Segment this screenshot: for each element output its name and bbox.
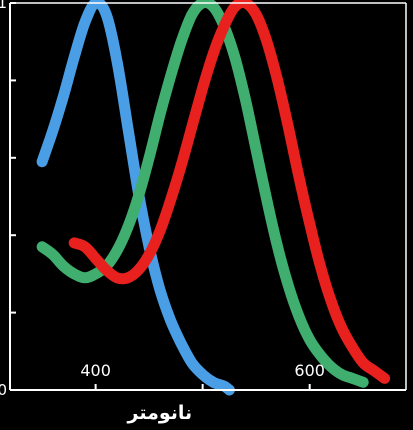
y-tick-label-0: 0	[0, 381, 7, 399]
y-tick-label-1: 1	[0, 0, 7, 12]
x-tick-label-400: 400	[80, 361, 111, 380]
axes-layer	[9, 2, 407, 391]
series-line-3	[68, 0, 391, 384]
ticks-layer: 400 600 0 1	[0, 0, 325, 399]
x-axis-label: نانومتر	[127, 402, 193, 424]
x-tick-label-600: 600	[294, 361, 325, 380]
